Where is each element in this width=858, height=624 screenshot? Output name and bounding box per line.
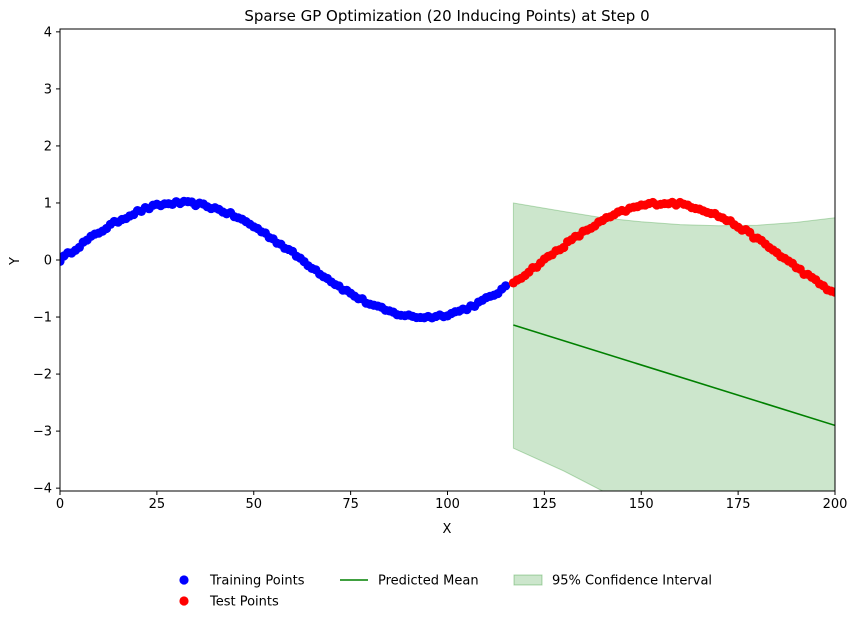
legend-label: Training Points xyxy=(209,574,305,589)
x-tick-label: 0 xyxy=(56,497,64,512)
training-point-marker xyxy=(501,281,511,291)
y-tick-label: −3 xyxy=(33,425,52,440)
y-tick-label: −1 xyxy=(33,311,52,326)
y-tick-label: 4 xyxy=(44,25,52,40)
predicted-mean-line xyxy=(513,324,835,427)
legend-label: Predicted Mean xyxy=(378,574,479,589)
y-tick-label: 2 xyxy=(44,139,52,154)
x-tick-label: 50 xyxy=(245,497,262,512)
y-tick-label: 0 xyxy=(44,254,52,269)
confidence-interval-band xyxy=(512,202,835,491)
x-tick-label: 200 xyxy=(823,497,848,512)
legend-label: 95% Confidence Interval xyxy=(552,574,712,589)
x-tick-label: 25 xyxy=(149,497,166,512)
x-tick-label: 100 xyxy=(435,497,460,512)
x-tick-label: 75 xyxy=(342,497,359,512)
x-tick-label: 175 xyxy=(726,497,751,512)
x-axis-label: X xyxy=(443,522,452,537)
test-point-marker xyxy=(830,287,835,297)
x-tick-label: 125 xyxy=(532,497,557,512)
y-tick-label: −4 xyxy=(33,482,52,497)
legend-marker xyxy=(179,575,189,585)
x-tick-label: 150 xyxy=(629,497,654,512)
y-axis-label: Y xyxy=(8,257,23,266)
chart-title: Sparse GP Optimization (20 Inducing Poin… xyxy=(244,7,649,25)
legend-marker xyxy=(179,596,189,606)
y-tick-label: 3 xyxy=(44,82,52,97)
legend-marker xyxy=(513,574,543,586)
legend-label: Test Points xyxy=(209,595,279,610)
y-tick-label: −2 xyxy=(33,368,52,383)
y-tick-label: 1 xyxy=(44,196,52,211)
